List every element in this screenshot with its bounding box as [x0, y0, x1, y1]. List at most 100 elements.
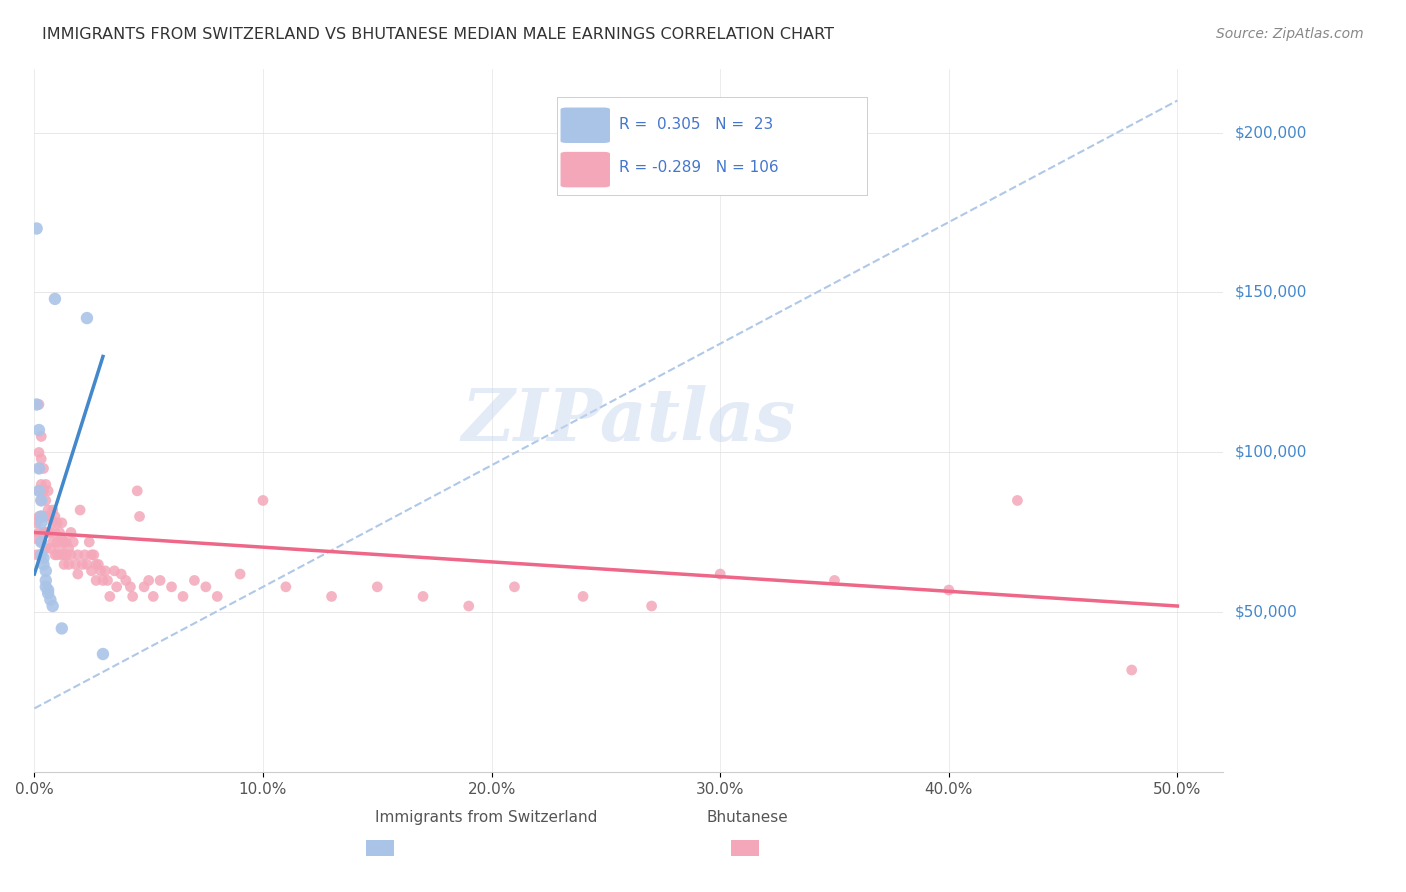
Text: IMMIGRANTS FROM SWITZERLAND VS BHUTANESE MEDIAN MALE EARNINGS CORRELATION CHART: IMMIGRANTS FROM SWITZERLAND VS BHUTANESE… — [42, 27, 834, 42]
Text: ZIPatlas: ZIPatlas — [461, 385, 796, 456]
Point — [128, 509, 150, 524]
Point — [28, 483, 51, 498]
Text: $50,000: $50,000 — [1234, 605, 1296, 620]
Point — [66, 567, 89, 582]
Point — [114, 574, 136, 588]
Point — [172, 590, 194, 604]
Point — [35, 564, 58, 578]
Point — [77, 535, 100, 549]
Point — [41, 599, 63, 613]
Point — [183, 574, 205, 588]
Point — [44, 509, 66, 524]
Point — [457, 599, 479, 613]
Point — [44, 292, 66, 306]
Point — [91, 647, 114, 661]
Point — [39, 592, 62, 607]
Point — [120, 580, 142, 594]
Point — [32, 558, 55, 572]
Point — [65, 558, 87, 572]
Point — [76, 558, 98, 572]
Point — [32, 461, 55, 475]
Point — [32, 509, 55, 524]
Point — [25, 548, 48, 562]
Point — [28, 483, 51, 498]
Point — [80, 548, 103, 562]
Point — [35, 574, 58, 588]
Point — [28, 461, 51, 475]
Point — [53, 535, 76, 549]
Point — [160, 580, 183, 594]
Point — [32, 525, 55, 540]
Point — [66, 548, 89, 562]
Point — [59, 548, 82, 562]
Point — [640, 599, 662, 613]
Point — [96, 574, 118, 588]
Point — [132, 580, 155, 594]
Text: $150,000: $150,000 — [1234, 285, 1306, 300]
Point — [44, 525, 66, 540]
Point — [25, 221, 48, 235]
Point — [39, 509, 62, 524]
Point — [30, 548, 52, 562]
Point — [83, 548, 105, 562]
Point — [229, 567, 252, 582]
Point — [412, 590, 434, 604]
Point — [30, 509, 52, 524]
Point — [709, 567, 731, 582]
Point — [53, 548, 76, 562]
Point — [73, 548, 96, 562]
Point — [30, 429, 52, 443]
Point — [48, 525, 70, 540]
Point — [274, 580, 297, 594]
Point — [37, 483, 59, 498]
Text: $200,000: $200,000 — [1234, 125, 1306, 140]
Point — [80, 564, 103, 578]
Point — [110, 567, 132, 582]
Point — [30, 535, 52, 549]
Text: $100,000: $100,000 — [1234, 445, 1306, 460]
Point — [28, 509, 51, 524]
Text: Source: ZipAtlas.com: Source: ZipAtlas.com — [1216, 27, 1364, 41]
Point — [55, 535, 77, 549]
Point — [90, 564, 112, 578]
Point — [25, 397, 48, 411]
Point — [366, 580, 388, 594]
Point — [94, 564, 117, 578]
Point — [28, 397, 51, 411]
Point — [321, 590, 343, 604]
Point — [194, 580, 217, 594]
Point — [58, 541, 80, 556]
Point — [41, 516, 63, 530]
Point — [149, 574, 172, 588]
Point — [207, 590, 229, 604]
Point — [28, 525, 51, 540]
Point — [51, 532, 73, 546]
Point — [44, 548, 66, 562]
Point — [30, 535, 52, 549]
Point — [1007, 493, 1029, 508]
Point — [55, 548, 77, 562]
Point — [35, 509, 58, 524]
Point — [938, 582, 960, 597]
Point — [53, 558, 76, 572]
Point — [127, 483, 149, 498]
Point — [84, 574, 107, 588]
Point — [503, 580, 526, 594]
Point — [46, 548, 69, 562]
Point — [76, 311, 98, 326]
Point — [51, 622, 73, 636]
Point — [91, 574, 114, 588]
Point — [37, 525, 59, 540]
Point — [252, 493, 274, 508]
Point — [35, 493, 58, 508]
Point — [30, 516, 52, 530]
Point — [35, 477, 58, 491]
Point — [41, 503, 63, 517]
Point — [35, 580, 58, 594]
Point — [87, 558, 110, 572]
Point — [824, 574, 846, 588]
Text: Bhutanese: Bhutanese — [707, 810, 789, 825]
Point — [72, 558, 94, 572]
Point — [62, 535, 84, 549]
Point — [30, 493, 52, 508]
